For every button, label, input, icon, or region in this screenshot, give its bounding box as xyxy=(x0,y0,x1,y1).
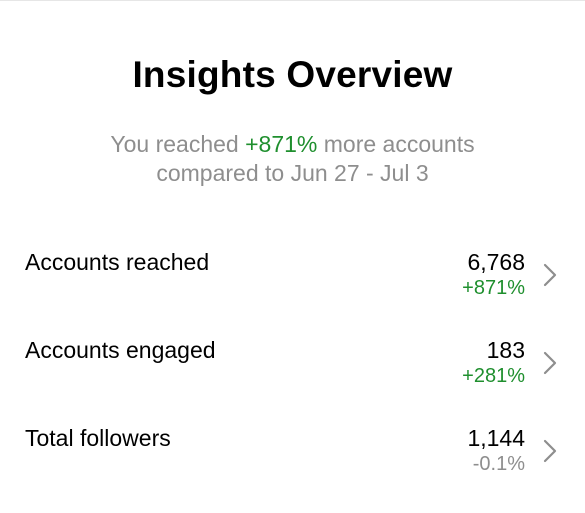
metric-value: 1,144 xyxy=(467,425,525,451)
metric-row-accounts-engaged[interactable]: Accounts engaged 183 +281% xyxy=(0,326,585,414)
chevron-right-icon xyxy=(543,439,557,463)
metric-label: Total followers xyxy=(25,425,171,451)
metric-change: +281% xyxy=(462,365,525,387)
metrics-list: Accounts reached 6,768 +871% Accounts en… xyxy=(0,238,585,502)
chevron-right-icon xyxy=(543,351,557,375)
reach-summary-line-2: compared to Jun 27 - Jul 3 xyxy=(156,160,429,186)
metric-value: 183 xyxy=(486,337,525,363)
metric-change: +871% xyxy=(462,277,525,299)
metric-label: Accounts engaged xyxy=(25,337,216,363)
metric-row-accounts-reached[interactable]: Accounts reached 6,768 +871% xyxy=(0,238,585,326)
reach-summary-suffix: more accounts xyxy=(317,131,475,157)
page-title: Insights Overview xyxy=(132,54,453,95)
top-divider xyxy=(0,0,585,1)
metric-value: 6,768 xyxy=(467,249,525,275)
reach-summary-highlight: +871% xyxy=(245,131,318,157)
reach-summary: You reached +871% more accounts compared… xyxy=(0,130,585,188)
chevron-right-icon xyxy=(543,263,557,287)
metric-row-total-followers[interactable]: Total followers 1,144 -0.1% xyxy=(0,414,585,502)
metric-label: Accounts reached xyxy=(25,249,210,275)
reach-summary-line-1: You reached +871% more accounts xyxy=(0,130,585,159)
metric-change: -0.1% xyxy=(472,453,525,475)
reach-summary-prefix: You reached xyxy=(110,131,246,157)
